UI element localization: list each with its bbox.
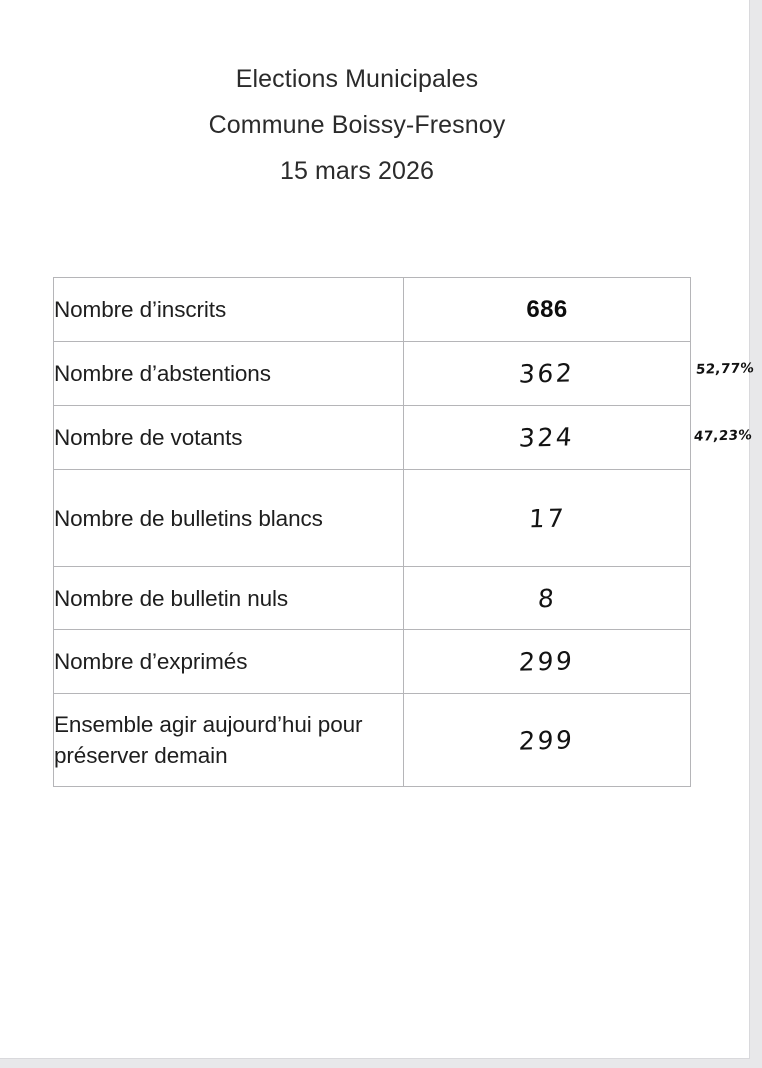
row-label-abstentions: Nombre d’abstentions (53, 341, 404, 406)
table-row: Nombre de bulletin nuls 8 (53, 566, 691, 630)
row-value-bulletins-nuls: 8 (403, 566, 691, 630)
table-row: Nombre d’exprimés 299 (53, 629, 691, 694)
handwritten-number: 17 (527, 503, 567, 533)
row-label-votants: Nombre de votants (53, 405, 404, 470)
row-label-inscrits: Nombre d’inscrits (53, 277, 404, 342)
row-value-inscrits: 686 (403, 277, 691, 342)
row-label-bulletins-nuls: Nombre de bulletin nuls (53, 566, 404, 630)
document-heading: Elections Municipales Commune Boissy-Fre… (0, 56, 714, 194)
table-row: Nombre de votants 324 (53, 405, 691, 470)
table-row: Ensemble agir aujourd’hui pour préserver… (53, 693, 691, 787)
handwritten-number: 8 (536, 583, 558, 613)
row-label-exprimes: Nombre d’exprimés (53, 629, 404, 694)
handwritten-number: 299 (518, 724, 576, 756)
annotation-votants-percent: 47,23% (693, 427, 753, 445)
heading-line-election-type: Elections Municipales (235, 65, 479, 93)
heading-line-date: 15 mars 2026 (279, 157, 435, 185)
printed-number: 686 (526, 295, 568, 323)
heading-line-commune: Commune Boissy-Fresnoy (208, 111, 506, 139)
annotation-abstentions-percent: 52,77% (695, 360, 755, 378)
row-value-exprimes: 299 (403, 629, 691, 694)
row-value-bulletins-blancs: 17 (403, 469, 691, 567)
table-row: Nombre d’abstentions 362 (53, 341, 691, 406)
row-label-liste-ensemble-agir: Ensemble agir aujourd’hui pour préserver… (53, 693, 404, 787)
handwritten-number: 324 (518, 422, 576, 453)
row-value-liste-ensemble-agir: 299 (403, 693, 691, 787)
handwritten-number: 299 (518, 646, 576, 677)
election-results-table: Nombre d’inscrits 686 Nombre d’abstentio… (53, 277, 691, 787)
row-label-bulletins-blancs: Nombre de bulletins blancs (53, 469, 404, 567)
row-value-votants: 324 (403, 405, 691, 470)
table-row: Nombre de bulletins blancs 17 (53, 469, 691, 567)
handwritten-number: 362 (518, 358, 576, 389)
row-value-abstentions: 362 (403, 341, 691, 406)
table-row: Nombre d’inscrits 686 (53, 277, 691, 342)
